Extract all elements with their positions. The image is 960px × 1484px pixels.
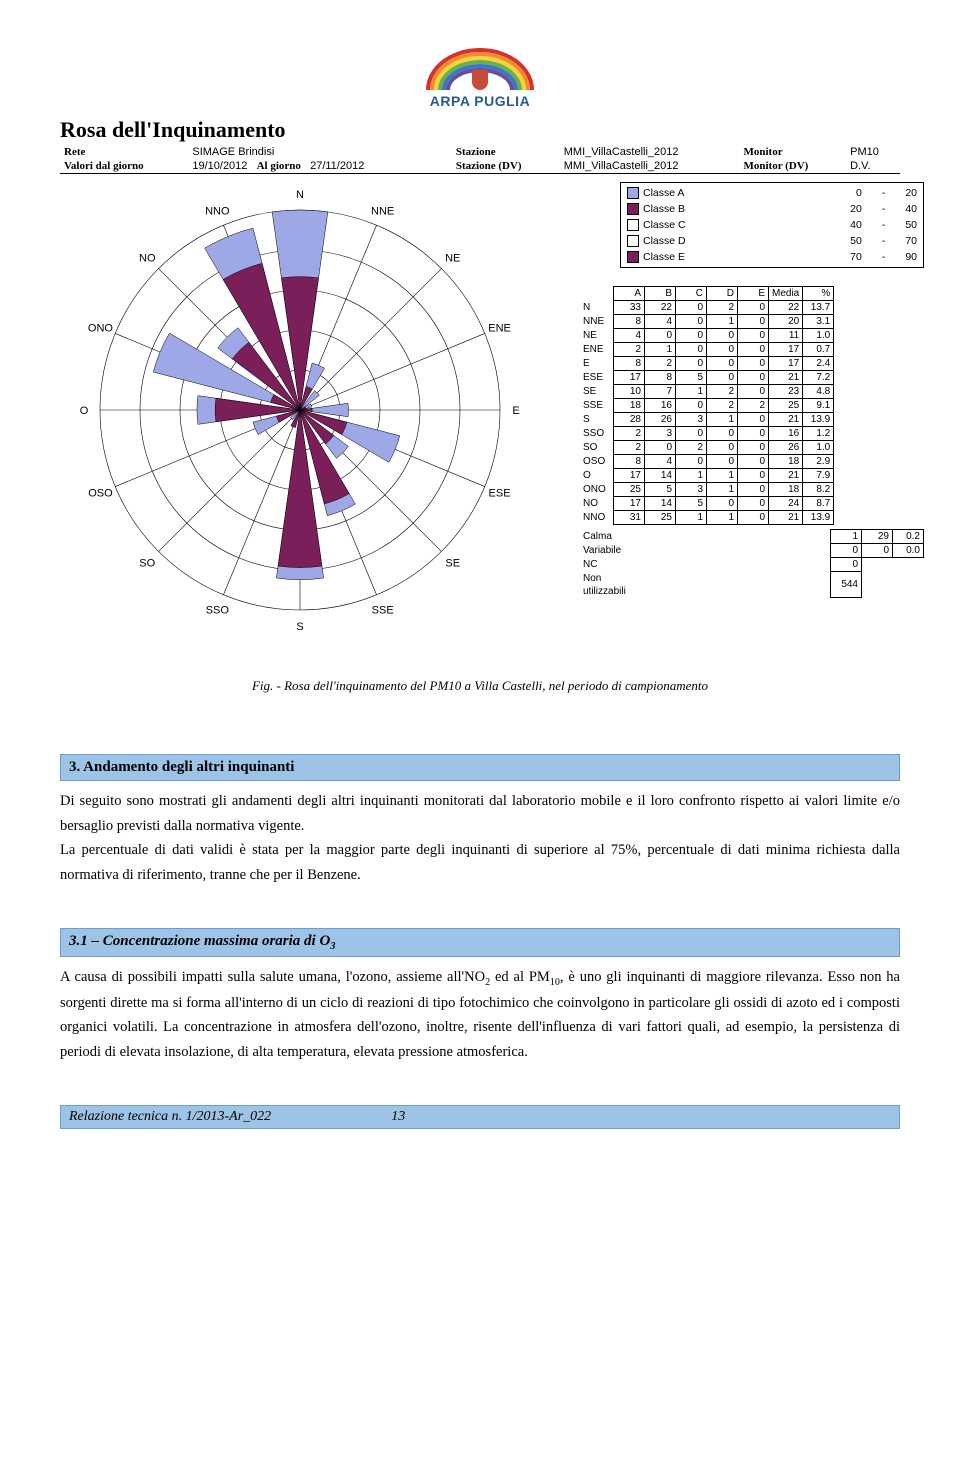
- footer-page-number: 13: [391, 1109, 405, 1125]
- section-3-1-title: 3.1 – Concentrazione massima oraria di O…: [60, 928, 900, 957]
- footer-bar: Relazione tecnica n. 1/2013-Ar_022 13: [60, 1105, 900, 1129]
- logo-text: ARPA PUGLIA: [60, 93, 900, 109]
- section-3-text: Di seguito sono mostrati gli andamenti d…: [60, 789, 900, 888]
- svg-text:O: O: [80, 405, 89, 417]
- svg-text:ENE: ENE: [488, 322, 511, 334]
- section-3-1-text: A causa di possibili impatti sulla salut…: [60, 965, 900, 1065]
- svg-text:NNO: NNO: [205, 205, 230, 217]
- legend-box: Classe A0-20Classe B20-40Classe C40-50Cl…: [620, 182, 924, 268]
- figure-caption: Fig. - Rosa dell'inquinamento del PM10 a…: [60, 678, 900, 694]
- svg-text:SSO: SSO: [206, 605, 230, 617]
- svg-text:SE: SE: [445, 558, 460, 570]
- metadata-table: ReteSIMAGE Brindisi StazioneMMI_VillaCas…: [60, 145, 900, 174]
- svg-text:S: S: [296, 621, 303, 633]
- svg-text:SSE: SSE: [372, 605, 394, 617]
- svg-text:E: E: [512, 405, 519, 417]
- svg-text:NNE: NNE: [371, 205, 394, 217]
- page-title: Rosa dell'Inquinamento: [60, 117, 900, 143]
- svg-text:ESE: ESE: [489, 488, 511, 500]
- svg-text:N: N: [296, 189, 304, 201]
- section-3-title: 3. Andamento degli altri inquinanti: [60, 754, 900, 781]
- extra-rows-table: Calma1290.2Variabile000.0NC0Non utilizza…: [580, 529, 924, 598]
- rose-chart: N NNE NE ENE E ESE SE SSE S SSO SO OSO O ONO NO NNO: [60, 180, 540, 653]
- direction-data-table: ABCDEMedia%N33220202213.7NNE84010203.1NE…: [580, 286, 834, 525]
- svg-text:NO: NO: [139, 252, 156, 264]
- header-logo: ARPA PUGLIA: [60, 40, 900, 109]
- svg-text:SO: SO: [139, 558, 155, 570]
- svg-text:OSO: OSO: [88, 488, 113, 500]
- svg-text:ONO: ONO: [88, 322, 114, 334]
- svg-text:NE: NE: [445, 252, 460, 264]
- footer-doc-ref: Relazione tecnica n. 1/2013-Ar_022: [69, 1109, 271, 1125]
